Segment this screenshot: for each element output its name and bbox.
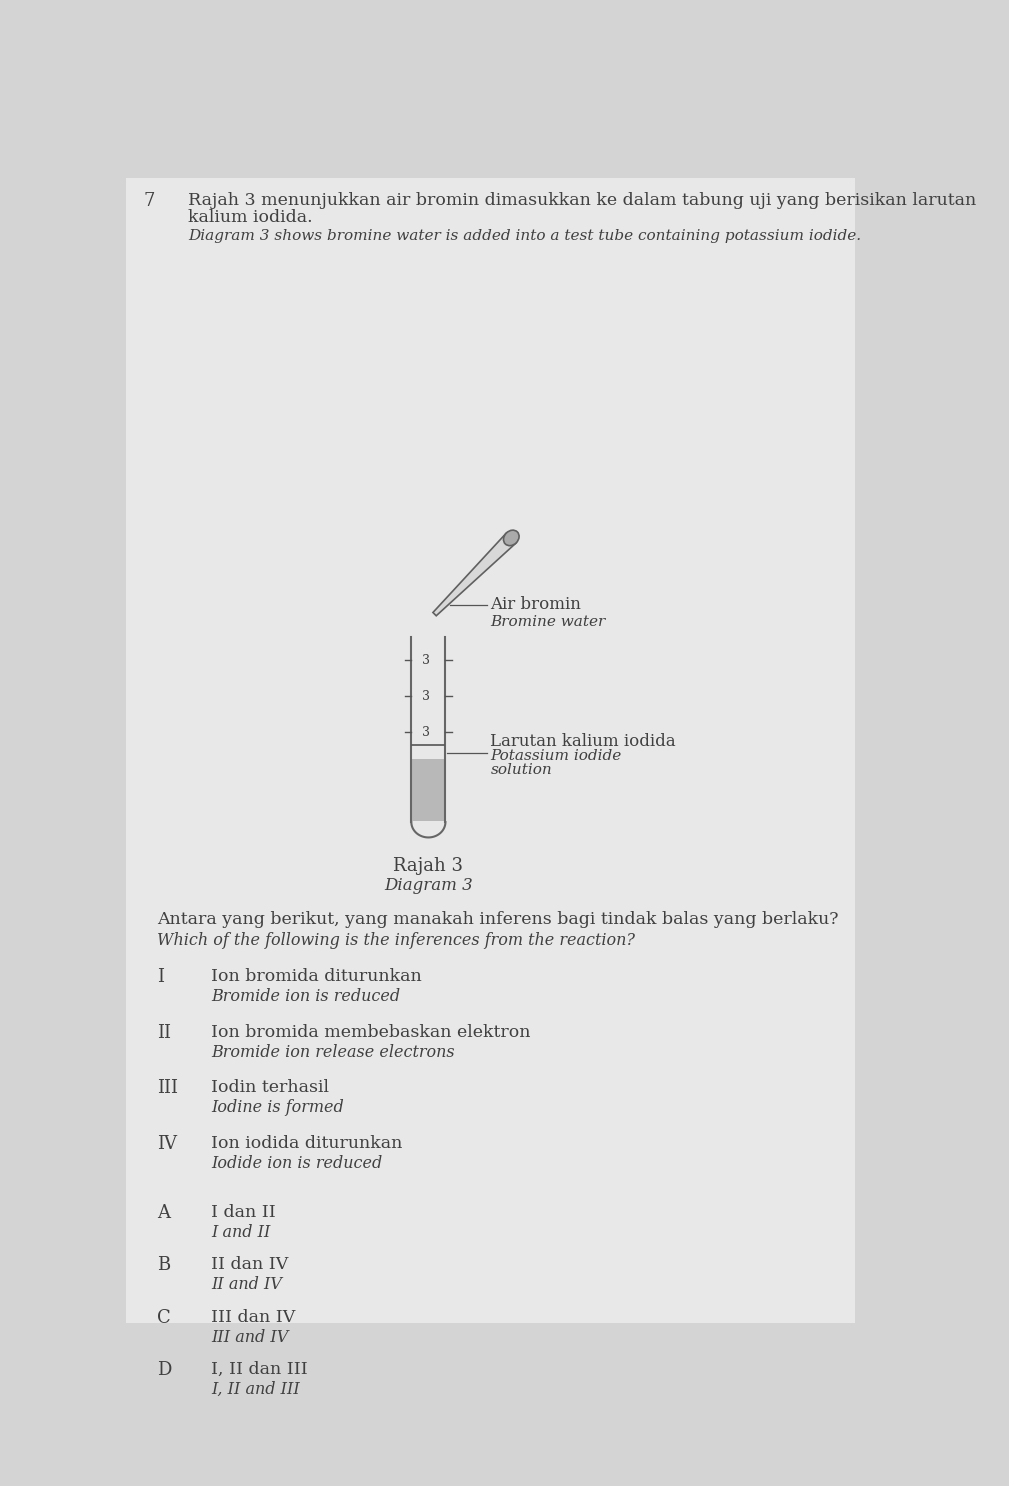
Text: 3: 3 [422,654,430,667]
Text: Iodine is formed: Iodine is formed [211,1100,344,1116]
Text: I: I [157,969,164,987]
Text: Iodide ion is reduced: Iodide ion is reduced [211,1155,382,1171]
Text: Ion bromida diturunkan: Ion bromida diturunkan [211,969,422,985]
Text: Bromine water: Bromine water [490,615,605,629]
Ellipse shape [503,531,519,545]
Text: Bromide ion release electrons: Bromide ion release electrons [211,1043,455,1061]
Text: 3: 3 [422,725,430,739]
Text: Ion bromida membebaskan elektron: Ion bromida membebaskan elektron [211,1024,531,1040]
Text: Bromide ion is reduced: Bromide ion is reduced [211,988,401,1006]
Text: I, II dan III: I, II dan III [211,1361,308,1378]
Text: D: D [157,1361,172,1379]
Text: Larutan kalium iodida: Larutan kalium iodida [490,734,676,750]
Text: Iodin terhasil: Iodin terhasil [211,1079,329,1097]
Text: Rajah 3 menunjukkan air bromin dimasukkan ke dalam tabung uji yang berisikan lar: Rajah 3 menunjukkan air bromin dimasukka… [188,192,977,210]
Text: II dan IV: II dan IV [211,1256,289,1274]
Text: C: C [157,1309,171,1327]
Text: II and IV: II and IV [211,1276,283,1293]
Text: II: II [157,1024,172,1042]
Polygon shape [433,533,517,615]
Text: I, II and III: I, II and III [211,1380,300,1398]
Text: Antara yang berikut, yang manakah inferens bagi tindak balas yang berlaku?: Antara yang berikut, yang manakah infere… [157,911,838,927]
Text: Potassium iodide: Potassium iodide [490,749,622,762]
Bar [413,759,444,820]
Text: Diagram 3 shows bromine water is added into a test tube containing potassium iod: Diagram 3 shows bromine water is added i… [188,229,862,244]
FancyBboxPatch shape [126,178,855,1323]
Text: III dan IV: III dan IV [211,1309,296,1326]
Text: kalium iodida.: kalium iodida. [188,210,313,226]
Text: Rajah 3: Rajah 3 [394,857,463,875]
Text: solution: solution [490,762,552,777]
Text: Diagram 3: Diagram 3 [384,877,473,893]
Text: 3: 3 [422,690,430,703]
Text: I and II: I and II [211,1224,270,1241]
Text: Air bromin: Air bromin [490,596,581,614]
Text: B: B [157,1256,171,1275]
Text: A: A [157,1204,171,1221]
Text: I dan II: I dan II [211,1204,276,1221]
Text: Ion iodida diturunkan: Ion iodida diturunkan [211,1135,403,1152]
Text: 7: 7 [143,192,154,210]
Text: IV: IV [157,1135,178,1153]
Text: III and IV: III and IV [211,1328,289,1346]
Text: Which of the following is the inferences from the reaction?: Which of the following is the inferences… [157,932,635,950]
Text: III: III [157,1079,179,1097]
